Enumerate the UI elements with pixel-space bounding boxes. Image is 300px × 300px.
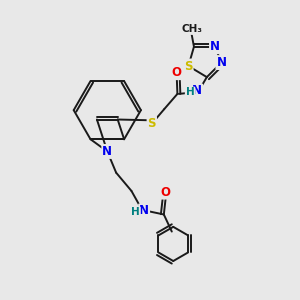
Text: S: S: [148, 117, 156, 130]
Text: CH₃: CH₃: [181, 24, 202, 34]
Text: N: N: [102, 145, 112, 158]
Text: H: H: [131, 207, 140, 218]
Text: S: S: [184, 59, 193, 73]
Text: N: N: [216, 56, 226, 69]
Text: O: O: [172, 66, 182, 79]
Text: N: N: [139, 205, 149, 218]
Text: O: O: [160, 186, 171, 199]
Text: H: H: [186, 87, 194, 98]
Text: N: N: [210, 40, 220, 53]
Text: N: N: [192, 84, 202, 98]
